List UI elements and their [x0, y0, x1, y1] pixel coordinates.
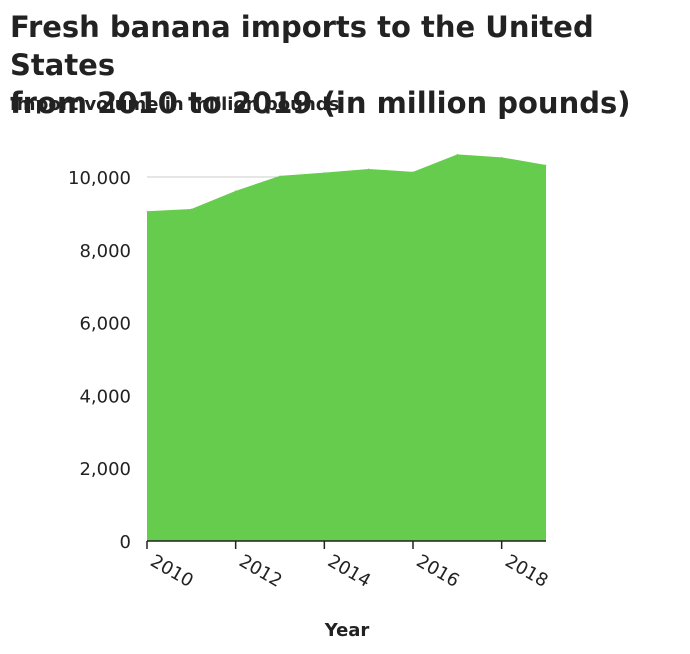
- y-tick-label-8000: 8,000: [79, 241, 131, 262]
- chart-title-line-1: Fresh banana imports to the United State…: [10, 10, 594, 82]
- y-tick-label-2000: 2,000: [79, 459, 131, 480]
- y-tick-label-0: 0: [120, 532, 131, 553]
- chart-title-line-2: from 2010 to 2019 (in million pounds): [10, 86, 631, 120]
- tick-labels: 0 2,000 4,000 6,000 8,000 10,000 2010 2012 2014 2…: [68, 168, 551, 592]
- x-tick-label-2010: 2010: [147, 551, 197, 592]
- area-series: [146, 153, 547, 541]
- y-tick-label-4000: 4,000: [79, 386, 131, 407]
- data-point-2013: [279, 175, 281, 177]
- x-axis-title: Year: [324, 620, 370, 641]
- x-tick-label-2014: 2014: [324, 551, 374, 592]
- x-tick-label-2012: 2012: [235, 551, 285, 592]
- data-point-2014: [323, 172, 325, 174]
- area-fill: [147, 154, 546, 541]
- data-point-2012: [235, 190, 237, 192]
- y-tick-label-10000: 10,000: [68, 168, 131, 189]
- data-point-2011: [190, 208, 192, 210]
- data-point-2016: [412, 171, 414, 173]
- data-point-2019: [545, 164, 547, 166]
- y-tick-label-6000: 6,000: [79, 314, 131, 335]
- chart-title: Fresh banana imports to the United State…: [10, 8, 680, 122]
- axes: [146, 540, 546, 549]
- y-axis-title: Import volume in million pounds: [10, 94, 340, 115]
- data-point-2010: [146, 210, 148, 212]
- x-tick-label-2018: 2018: [501, 551, 551, 592]
- data-point-2018: [501, 156, 503, 158]
- data-point-2015: [368, 168, 370, 170]
- data-point-2017: [456, 153, 458, 155]
- x-tick-label-2016: 2016: [413, 551, 463, 592]
